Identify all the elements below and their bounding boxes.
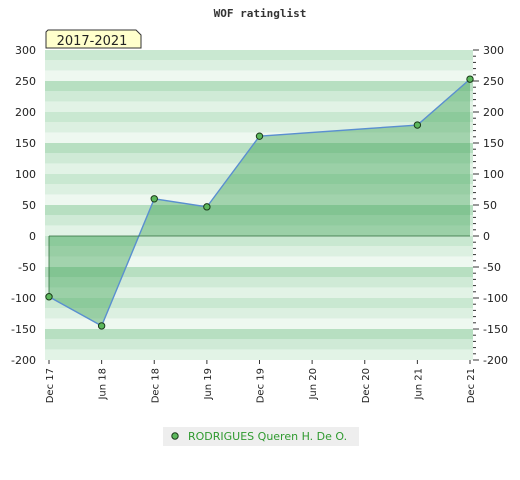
area-fill [49,79,470,326]
period-badge-box [45,29,142,49]
grid-band [45,184,473,195]
data-point [255,132,264,140]
period-label: 2017-2021 [57,34,128,49]
grid-band [45,308,473,319]
x-tick-label: Dec 17 [45,368,56,403]
data-points [45,75,474,330]
grid-band [45,122,473,133]
grid-band [45,153,473,164]
series-area [49,79,470,326]
legend-marker [171,432,179,440]
y-tick-label-left: -50 [18,261,36,274]
y-tick-label-right: -50 [483,261,501,274]
grid-band [45,215,473,226]
data-point [466,75,474,83]
y-tick-label-right: 250 [483,75,504,88]
grid-band [45,60,473,71]
grid-band [45,246,473,257]
y-tick-label-left: -100 [11,292,36,305]
grid-band [45,50,473,61]
legend[interactable]: RODRIGUES Queren H. De O. [163,427,359,446]
grid-band [45,70,473,81]
grid-band [45,277,473,288]
y-tick-label-left: -150 [11,323,36,336]
grid-band [45,287,473,298]
x-tick-label: Jun 20 [308,368,319,401]
y-tick-label-left: 200 [15,106,36,119]
grid-band [45,318,473,329]
period-badge: 2017-2021 [45,29,142,49]
y-tick-label-right: 0 [483,230,490,243]
x-tick-label: Jun 21 [413,368,424,401]
y-tick-label-left: 250 [15,75,36,88]
y-tick-label-left: -200 [11,354,36,367]
y-tick-label-right: 50 [483,199,497,212]
y-tick-label-right: -100 [483,292,508,305]
grid-band [45,256,473,267]
x-tick-label: Dec 18 [150,368,161,403]
grid-band [45,112,473,123]
legend-label: RODRIGUES Queren H. De O. [188,430,347,443]
x-tick-label: Jun 18 [98,368,109,401]
y-axis-right: 300 250 200 150 100 50 0 -50 -100 -150 -200 [473,44,508,367]
data-point [203,203,211,211]
data-point [150,195,158,203]
grid-band [45,329,473,340]
y-tick-label-left: 300 [15,44,36,57]
grid-band [45,194,473,205]
x-tick-label: Dec 19 [256,368,267,403]
grid-band [45,81,473,92]
y-axis-left: 300 250 200 150 100 50 0 -50 -100 -150 -200 [11,44,36,367]
chart-title: WOF ratinglist [214,7,307,20]
grid-band [45,143,473,154]
x-tick-label: Jun 19 [203,368,214,401]
y-tick-label-right: 200 [483,106,504,119]
y-tick-label-left: 100 [15,168,36,181]
zero-line-layer [48,235,470,297]
y-tick-label-left: 0 [29,230,36,243]
grid-band [45,349,473,360]
grid-band [45,101,473,112]
grid-band [45,205,473,216]
y-tick-label-right: 300 [483,44,504,57]
x-tick-label: Dec 21 [466,368,477,403]
y-tick-label-right: -150 [483,323,508,336]
y-tick-label-right: 100 [483,168,504,181]
x-axis: Dec 17 Jun 18 Dec 18 Jun 19 Dec 19 Jun 20 Dec … [45,360,477,403]
grid-bands [45,50,473,360]
grid-band [45,163,473,174]
y-tick-label-left: 150 [15,137,36,150]
data-point [413,121,422,129]
y-tick-label-right: 150 [483,137,504,150]
x-tick-label: Dec 20 [361,368,372,403]
legend-box [163,427,359,446]
grid-band [45,236,473,247]
grid-band [45,298,473,309]
grid-band [45,339,473,350]
grid-band [45,267,473,278]
grid-band [45,91,473,102]
y-tick-label-left: 50 [22,199,36,212]
data-point [97,322,106,330]
grid-band [45,225,473,236]
grid-band [45,174,473,185]
data-point [45,293,53,301]
y-tick-label-right: -200 [483,354,508,367]
